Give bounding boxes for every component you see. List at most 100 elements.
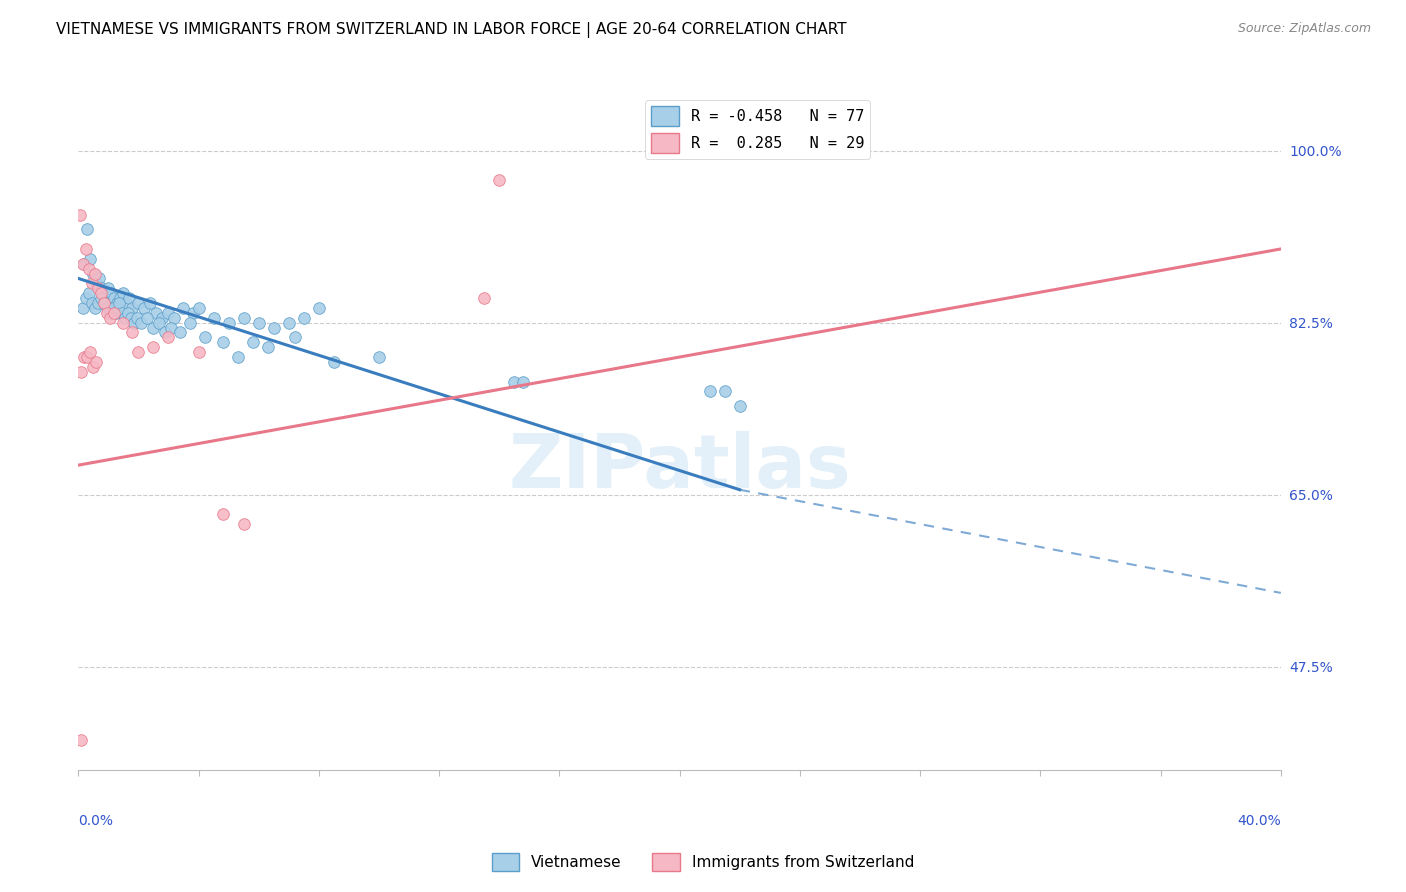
Point [79,345,101,359]
Point [110,291,132,305]
Point [120,310,142,325]
Point [173,301,195,315]
Point [108,296,131,310]
Point [100,286,122,301]
Point [117,306,139,320]
Point [263,320,285,334]
Point [148,316,170,330]
Point [80,277,103,291]
Point [90,286,112,301]
Point [98,310,121,325]
Point [322,355,344,369]
Point [104,306,127,320]
Point [112,316,135,330]
Point [93,296,115,310]
Legend: R = -0.458   N = 77, R =  0.285   N = 29: R = -0.458 N = 77, R = 0.285 N = 29 [645,100,870,159]
Point [84,277,107,291]
Point [242,335,264,350]
Point [226,350,249,364]
Point [89,271,111,285]
Point [87,281,110,295]
Point [115,296,138,310]
Point [202,310,225,325]
Point [90,291,112,305]
Point [292,310,315,325]
Point [232,310,254,325]
Point [94,286,117,301]
Point [105,296,128,310]
Point [728,399,751,413]
Point [152,310,174,325]
Point [83,267,105,281]
Point [160,320,183,334]
Point [125,310,148,325]
Point [77,261,100,276]
Point [79,252,101,266]
Point [83,301,105,315]
Text: 40.0%: 40.0% [1237,814,1281,828]
Point [256,340,278,354]
Point [134,301,156,315]
Point [112,286,135,301]
Point [163,310,186,325]
Point [142,340,165,354]
Point [75,242,97,256]
Point [93,296,115,310]
Point [96,301,118,315]
Point [91,281,114,295]
Point [512,375,534,389]
Text: Source: ZipAtlas.com: Source: ZipAtlas.com [1237,22,1371,36]
Point [218,316,240,330]
Point [111,306,134,320]
Point [131,316,153,330]
Point [80,296,103,310]
Point [157,306,180,320]
Point [75,291,97,305]
Point [157,330,180,344]
Point [488,173,510,187]
Point [118,291,141,305]
Point [187,301,209,315]
Point [211,508,233,522]
Point [121,326,143,340]
Point [127,345,149,359]
Text: VIETNAMESE VS IMMIGRANTS FROM SWITZERLAND IN LABOR FORCE | AGE 20-64 CORRELATION: VIETNAMESE VS IMMIGRANTS FROM SWITZERLAN… [56,22,846,38]
Legend: Vietnamese, Immigrants from Switzerland: Vietnamese, Immigrants from Switzerland [485,847,921,877]
Point [193,330,215,344]
Point [73,257,96,271]
Point [187,345,209,359]
Point [72,257,94,271]
Point [73,350,96,364]
Point [121,301,143,315]
Point [181,306,204,320]
Point [82,359,104,374]
Point [232,517,254,532]
Point [277,316,299,330]
Point [142,320,165,334]
Point [101,301,124,315]
Point [98,306,121,320]
Point [136,310,159,325]
Point [69,208,91,222]
Point [155,326,177,340]
Point [145,306,167,320]
Point [179,316,201,330]
Point [367,350,389,364]
Point [169,326,191,340]
Point [699,384,721,399]
Point [70,733,93,747]
Text: 0.0%: 0.0% [79,814,114,828]
Point [472,291,495,305]
Point [308,301,330,315]
Point [114,310,136,325]
Point [122,316,145,330]
Point [76,222,98,236]
Point [77,286,100,301]
Point [76,350,98,364]
Point [84,355,107,369]
Point [96,306,118,320]
Point [103,306,125,320]
Point [713,384,735,399]
Point [82,267,104,281]
Point [103,291,125,305]
